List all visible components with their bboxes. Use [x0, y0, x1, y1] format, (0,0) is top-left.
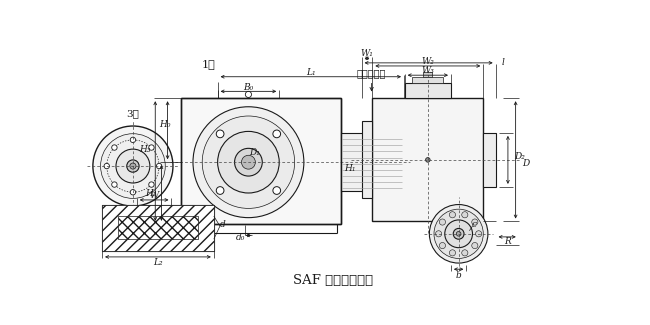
Text: H₃: H₃ [139, 145, 151, 154]
Circle shape [193, 107, 304, 218]
Circle shape [116, 149, 150, 183]
Bar [484, 133, 495, 187]
Text: L₂: L₂ [153, 258, 162, 267]
Text: W₃: W₃ [421, 66, 434, 75]
Circle shape [436, 231, 442, 237]
Circle shape [130, 137, 136, 143]
Circle shape [273, 187, 281, 194]
Circle shape [202, 116, 294, 208]
Circle shape [449, 212, 456, 218]
Circle shape [93, 126, 173, 206]
Text: 3型: 3型 [127, 109, 139, 118]
Circle shape [216, 130, 224, 138]
Circle shape [462, 212, 468, 218]
Text: SAF 型蜗杆减速器: SAF 型蜗杆减速器 [293, 274, 373, 287]
Circle shape [434, 209, 483, 258]
Text: d: d [220, 220, 226, 229]
Text: W₂: W₂ [421, 57, 434, 66]
Circle shape [218, 131, 280, 193]
Circle shape [157, 163, 162, 169]
Text: H₁: H₁ [344, 164, 356, 173]
Circle shape [242, 155, 255, 169]
Circle shape [476, 231, 482, 237]
Circle shape [104, 163, 109, 169]
Text: D₂: D₂ [514, 151, 525, 161]
Bar [341, 133, 404, 191]
Circle shape [101, 134, 165, 198]
Text: 按电机尺寸: 按电机尺寸 [357, 69, 386, 78]
Circle shape [371, 128, 374, 131]
Bar [413, 77, 443, 83]
Bar [157, 218, 163, 238]
Text: D: D [522, 159, 529, 168]
Bar [372, 98, 483, 222]
Text: d₀: d₀ [236, 233, 246, 242]
Circle shape [472, 219, 478, 225]
Circle shape [112, 145, 117, 150]
Text: W: W [150, 191, 159, 200]
Text: W₁: W₁ [361, 49, 374, 58]
Circle shape [149, 145, 154, 150]
Circle shape [472, 242, 478, 249]
Text: H₂: H₂ [146, 188, 157, 198]
Bar [404, 139, 413, 185]
Bar [118, 216, 198, 239]
Text: B₀: B₀ [243, 83, 254, 92]
Bar [102, 204, 214, 251]
Bar [102, 204, 214, 251]
Text: H₀: H₀ [159, 120, 171, 129]
Circle shape [112, 182, 117, 187]
Bar [423, 72, 432, 77]
Circle shape [456, 231, 461, 236]
Bar [181, 98, 341, 224]
Circle shape [235, 148, 263, 176]
Bar [118, 216, 198, 239]
Circle shape [245, 91, 252, 97]
Bar [405, 83, 451, 98]
Text: R: R [504, 237, 510, 246]
Bar [166, 218, 172, 238]
Circle shape [453, 228, 464, 239]
Bar [129, 218, 135, 238]
Circle shape [130, 189, 136, 195]
Text: b: b [456, 271, 462, 280]
Circle shape [439, 219, 445, 225]
Text: c: c [471, 220, 476, 229]
Text: D₁: D₁ [249, 149, 260, 157]
Bar [176, 218, 181, 238]
Circle shape [430, 204, 488, 263]
Circle shape [369, 127, 376, 133]
Circle shape [449, 250, 456, 256]
Bar [361, 122, 372, 198]
Circle shape [426, 158, 430, 162]
Text: l: l [502, 58, 504, 67]
Circle shape [462, 250, 468, 256]
Circle shape [445, 220, 473, 248]
Text: 1型: 1型 [202, 58, 215, 69]
Circle shape [149, 182, 154, 187]
Bar [138, 218, 144, 238]
Circle shape [216, 187, 224, 194]
Circle shape [127, 160, 139, 172]
Circle shape [273, 130, 281, 138]
Bar [148, 218, 153, 238]
Text: L₁: L₁ [306, 68, 316, 77]
Circle shape [439, 242, 445, 249]
Circle shape [130, 163, 136, 169]
